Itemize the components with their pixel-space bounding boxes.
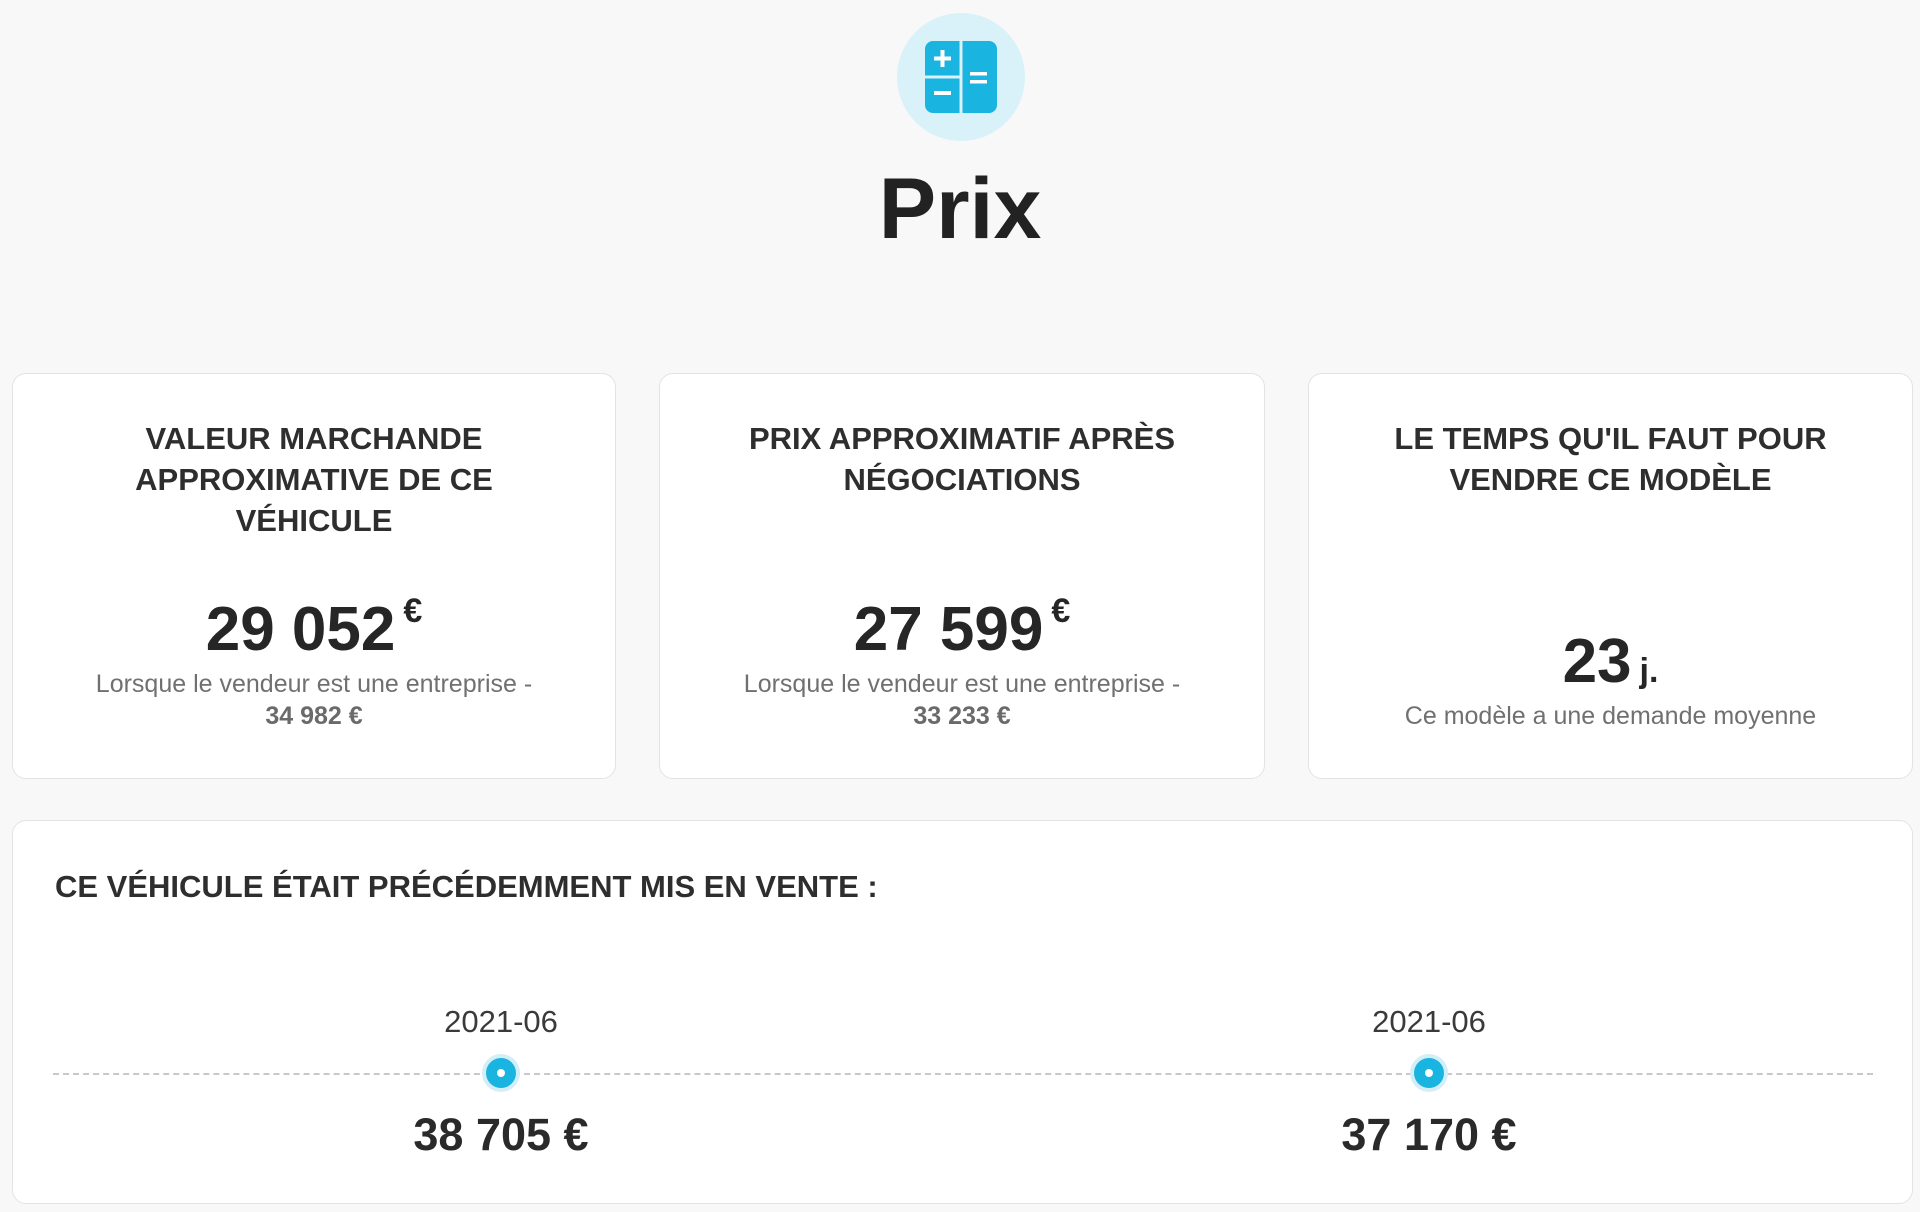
value-unit: j. [1639, 652, 1659, 690]
value-unit: € [403, 592, 423, 630]
listing-history-card: CE VÉHICULE ÉTAIT PRÉCÉDEMMENT MIS EN VE… [12, 820, 1913, 1204]
value-amount: 29 052 [205, 595, 396, 664]
value-amount: 23 [1562, 627, 1632, 696]
card-note: Ce modèle a une demande moyenne [1329, 700, 1892, 732]
time-to-sell-card: LE TEMPS QU'IL FAUT POUR VENDRE CE MODÈL… [1308, 373, 1913, 779]
value-amount: 27 599 [853, 595, 1044, 664]
history-title: CE VÉHICULE ÉTAIT PRÉCÉDEMMENT MIS EN VE… [55, 869, 878, 904]
entry-date: 2021-06 [444, 1004, 558, 1039]
timeline-line [53, 1073, 1873, 1075]
calculator-icon [897, 13, 1025, 141]
market-value: 29 052 € [13, 592, 615, 665]
card-title: PRIX APPROXIMATIF APRÈS NÉGOCIATIONS [748, 421, 1175, 497]
timeline-dot-icon[interactable] [1414, 1058, 1444, 1088]
negotiated-price-card: PRIX APPROXIMATIF APRÈS NÉGOCIATIONS 27 … [659, 373, 1265, 779]
entry-price: 38 705 € [413, 1109, 589, 1160]
note-text: Lorsque le vendeur est une entreprise - [95, 670, 533, 698]
timeline-dot-icon[interactable] [486, 1058, 516, 1088]
card-note: Lorsque le vendeur est une entreprise - … [33, 668, 595, 732]
entry-date: 2021-06 [1372, 1004, 1486, 1039]
card-title: VALEUR MARCHANDE APPROXIMATIVE DE CE VÉH… [135, 421, 493, 538]
note-value: 33 233 € [913, 702, 1011, 730]
time-to-sell: 23 j. [1309, 626, 1912, 697]
page-title: Prix [878, 161, 1042, 257]
note-text: Lorsque le vendeur est une entreprise - [743, 670, 1181, 698]
value-unit: € [1051, 592, 1071, 630]
market-value-card: VALEUR MARCHANDE APPROXIMATIVE DE CE VÉH… [12, 373, 616, 779]
entry-price: 37 170 € [1341, 1109, 1517, 1160]
note-value: 34 982 € [265, 702, 363, 730]
negotiated-price: 27 599 € [660, 592, 1264, 665]
card-note: Lorsque le vendeur est une entreprise - … [680, 668, 1244, 732]
card-title: LE TEMPS QU'IL FAUT POUR VENDRE CE MODÈL… [1394, 421, 1827, 497]
note-text: Ce modèle a une demande moyenne [1404, 702, 1817, 730]
